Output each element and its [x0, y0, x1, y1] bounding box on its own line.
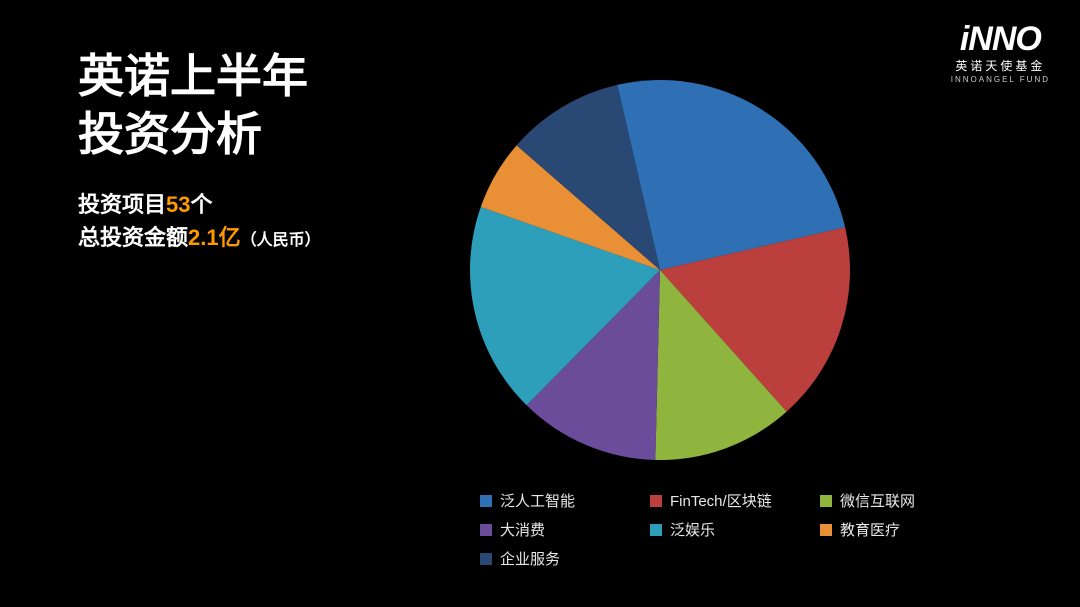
title-line-1: 英诺上半年: [78, 48, 308, 106]
pie-chart: [470, 80, 850, 460]
subtitle-line-2: 总投资金额2.1亿（人民币）: [78, 221, 321, 254]
slide-title: 英诺上半年 投资分析: [78, 48, 308, 163]
legend-label: FinTech/区块链: [670, 490, 772, 511]
title-line-2: 投资分析: [78, 106, 308, 164]
legend-swatch: [480, 495, 492, 507]
legend-item: 微信互联网: [820, 490, 990, 511]
slide-subtitle: 投资项目53个 总投资金额2.1亿（人民币）: [78, 188, 321, 254]
legend-swatch: [820, 495, 832, 507]
legend-item: 教育医疗: [820, 519, 990, 540]
logo-cn: 英诺天使基金: [951, 57, 1050, 74]
legend-label: 企业服务: [500, 548, 560, 569]
legend-label: 微信互联网: [840, 490, 915, 511]
legend-item: 泛人工智能: [480, 490, 650, 511]
legend-item: 企业服务: [480, 548, 650, 569]
legend-label: 大消费: [500, 519, 545, 540]
legend-swatch: [820, 524, 832, 536]
legend-label: 教育医疗: [840, 519, 900, 540]
brand-logo: iNNO 英诺天使基金 INNOANGEL FUND: [951, 24, 1050, 84]
legend-item: 大消费: [480, 519, 650, 540]
chart-legend: 泛人工智能 FinTech/区块链 微信互联网大消费 泛娱乐 教育医疗企业服务: [480, 490, 1000, 569]
logo-mark: iNNO: [951, 24, 1050, 55]
legend-label: 泛娱乐: [670, 519, 715, 540]
legend-swatch: [650, 495, 662, 507]
legend-swatch: [650, 524, 662, 536]
legend-item: FinTech/区块链: [650, 490, 820, 511]
legend-label: 泛人工智能: [500, 490, 575, 511]
logo-en: INNOANGEL FUND: [951, 75, 1050, 84]
legend-swatch: [480, 553, 492, 565]
legend-swatch: [480, 524, 492, 536]
legend-item: 泛娱乐: [650, 519, 820, 540]
subtitle-line-1: 投资项目53个: [78, 188, 321, 221]
